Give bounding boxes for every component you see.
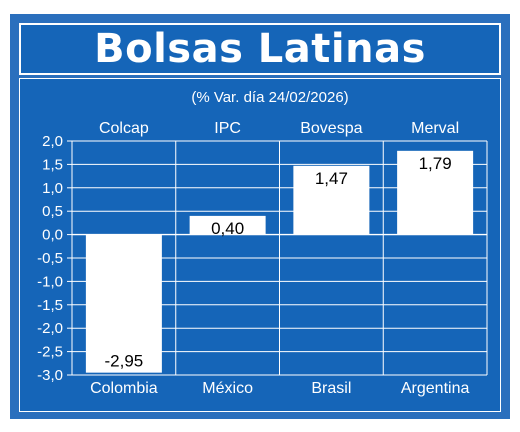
y-tick-label: -1,0 bbox=[37, 273, 63, 290]
y-tick-label: -3,0 bbox=[37, 367, 63, 384]
index-name-label: IPC bbox=[214, 120, 241, 137]
y-tick-label: 0,5 bbox=[42, 203, 63, 220]
data-label: -2,95 bbox=[105, 352, 144, 371]
y-tick-label: -0,5 bbox=[37, 250, 63, 267]
category-label: Colombia bbox=[90, 380, 158, 397]
index-name-label: Bovespa bbox=[300, 120, 362, 137]
data-label: 0,40 bbox=[211, 219, 244, 238]
index-name-label: Colcap bbox=[99, 120, 149, 137]
data-label: 1,79 bbox=[419, 154, 452, 173]
bar bbox=[85, 234, 162, 373]
y-tick-label: 1,5 bbox=[42, 156, 63, 173]
y-tick-label: -2,0 bbox=[37, 320, 63, 337]
chart-subtitle: (% Var. día 24/02/2026) bbox=[191, 89, 348, 106]
chart-title: Bolsas Latinas bbox=[94, 26, 426, 72]
category-label: México bbox=[202, 380, 253, 397]
bar bbox=[293, 165, 370, 235]
y-tick-label: 1,0 bbox=[42, 180, 63, 197]
category-label: Brasil bbox=[311, 380, 351, 397]
data-label: 1,47 bbox=[315, 169, 348, 188]
y-tick-label: 0,0 bbox=[42, 227, 63, 244]
index-name-label: Merval bbox=[411, 120, 459, 137]
category-label: Argentina bbox=[401, 380, 470, 397]
bar bbox=[397, 150, 474, 235]
y-tick-label: -2,5 bbox=[37, 344, 63, 361]
y-tick-label: 2,0 bbox=[42, 133, 63, 150]
y-tick-label: -1,5 bbox=[37, 297, 63, 314]
bar bbox=[189, 215, 266, 235]
title-banner: Bolsas Latinas bbox=[19, 23, 501, 75]
